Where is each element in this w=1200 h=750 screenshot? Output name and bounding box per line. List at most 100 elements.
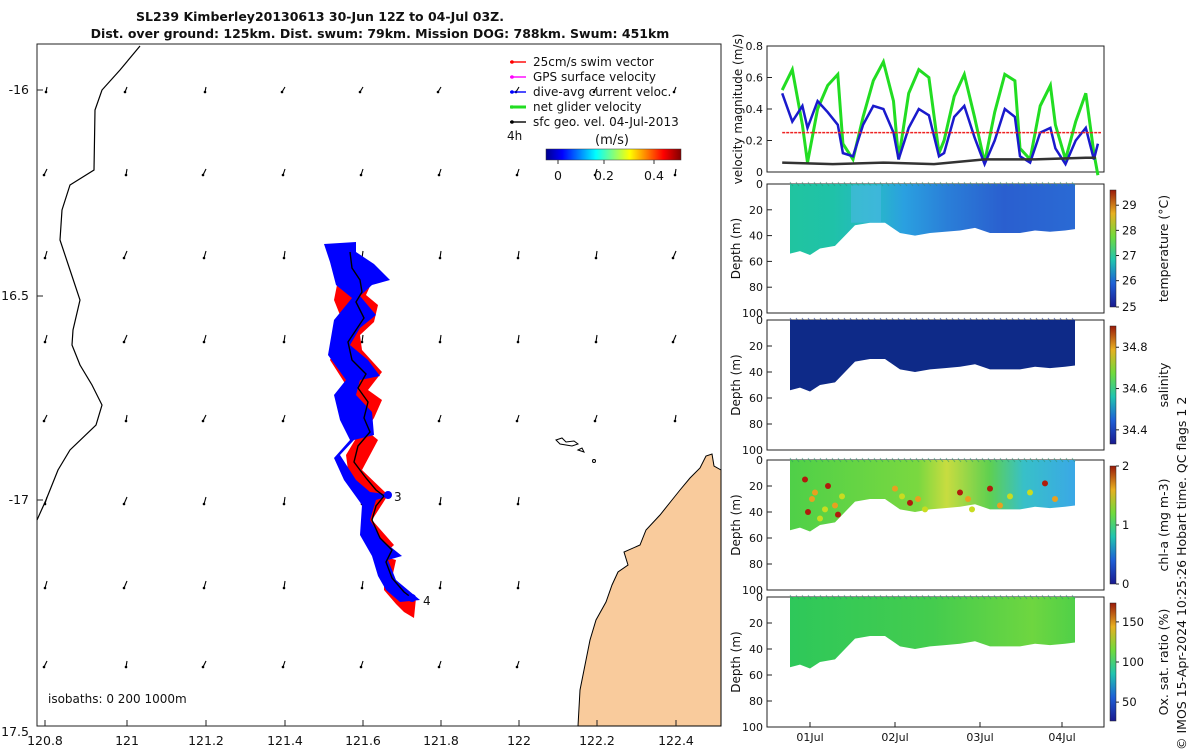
marker-dot-3 xyxy=(384,491,392,499)
map-x-tick-label: 121.2 xyxy=(188,733,224,748)
surface-velocity-arrowhead xyxy=(124,665,128,669)
surface-velocity-arrowhead xyxy=(360,340,364,344)
section-y-label: Depth (m) xyxy=(729,631,743,692)
section-y-tick-label: 80 xyxy=(749,418,763,431)
section-panel: 0 20 40 60 80 100 Depth (m) 25 26 27 28 29 temperatu… xyxy=(729,178,1171,320)
chl-high-dot xyxy=(822,506,828,513)
velocity-y-tick-label: 0 xyxy=(756,166,763,179)
legend-swatch-dot xyxy=(510,60,514,64)
surface-velocity-arrowhead xyxy=(673,419,677,423)
surface-velocity-arrowhead xyxy=(43,586,47,590)
surface-velocity-arrowhead xyxy=(281,665,285,669)
surface-velocity-arrowhead xyxy=(202,256,206,260)
island xyxy=(592,459,596,463)
surface-velocity-arrowhead xyxy=(123,90,127,94)
surface-velocity-arrowhead xyxy=(436,90,440,94)
dive-avg-current-swath xyxy=(324,242,420,602)
colorbar-main-tick-label: 0.2 xyxy=(594,168,614,183)
surface-velocity-arrowhead xyxy=(673,173,677,177)
surface-velocity-arrowhead xyxy=(515,419,519,423)
hours-label: 4h xyxy=(507,129,522,143)
surface-velocity-arrowhead xyxy=(202,340,206,344)
section-colorbar xyxy=(1109,189,1117,308)
date-tick-label: 01Jul xyxy=(796,731,823,744)
section-panel: 0 20 40 60 80 100 Depth (m) 50 100 150 Ox. sat. ra… xyxy=(729,591,1171,734)
section-colorbar-tick-label: 150 xyxy=(1122,615,1144,629)
section-y-tick-label: 0 xyxy=(756,591,763,604)
chl-high-dot xyxy=(987,485,993,492)
surface-velocity-arrowhead xyxy=(359,173,363,177)
map-x-axis: 120.8 121 121.2 121.4 121.6 121.8 122 122.2 122.… xyxy=(27,720,694,748)
section-colorbar-tick-label: 26 xyxy=(1122,274,1137,288)
legend-label: net glider velocity xyxy=(533,100,641,114)
velocity-series-line xyxy=(781,92,1100,168)
surface-velocity-arrowhead xyxy=(438,502,442,506)
surface-velocity-arrowhead xyxy=(282,256,286,260)
surface-velocity-arrowhead xyxy=(437,173,441,177)
surface-velocity-arrowhead xyxy=(516,256,520,260)
surface-velocity-arrowhead xyxy=(122,502,126,506)
map-y-tick-label: -16 xyxy=(9,82,29,97)
map-panel: 3 4 isobaths: 0 200 1000m 120.8 121 121.2 1… xyxy=(1,43,722,748)
section-y-tick-label: 80 xyxy=(749,558,763,571)
section-colorbar-tick-label: 25 xyxy=(1122,300,1137,314)
surface-velocity-arrowhead xyxy=(122,256,126,260)
title-line-1: SL239 Kimberley20130613 30-Jun 12Z to 04… xyxy=(136,9,504,24)
map-x-tick-label: 121.8 xyxy=(423,733,459,748)
section-data-body xyxy=(790,460,1075,532)
section-y-label: Depth (m) xyxy=(729,218,743,279)
velocity-y-tick-label: 0.2 xyxy=(746,135,764,148)
map-x-tick-label: 121.6 xyxy=(345,733,381,748)
colorbar-main-ticks: 0 0.2 0.4 xyxy=(554,160,664,183)
surface-velocity-arrowhead xyxy=(516,502,520,506)
surface-velocity-arrowhead xyxy=(202,586,206,590)
surface-velocity-arrowhead xyxy=(42,419,46,423)
section-colorbar xyxy=(1109,602,1117,722)
surface-velocity-arrowhead xyxy=(201,665,205,669)
surface-velocity-arrowhead xyxy=(593,419,597,423)
section-profile-edge xyxy=(789,181,1076,187)
section-colorbar xyxy=(1109,325,1117,445)
section-colorbar-tick-label: 27 xyxy=(1122,249,1137,263)
colorbar-main-label: (m/s) xyxy=(595,133,629,148)
surface-velocity-arrowhead xyxy=(359,665,363,669)
chl-high-dot xyxy=(835,511,841,518)
chl-high-dot xyxy=(892,485,898,492)
surface-velocity-arrowhead xyxy=(201,419,205,423)
section-y-tick-label: 40 xyxy=(749,643,763,656)
chl-high-dot xyxy=(1007,493,1013,500)
chl-high-dot xyxy=(997,502,1003,509)
surface-velocity-arrowhead xyxy=(280,90,284,94)
surface-velocity-arrowhead xyxy=(44,90,48,94)
section-y-tick-label: 80 xyxy=(749,281,763,294)
section-colorbar-tick-label: 2 xyxy=(1122,459,1129,473)
map-x-tick-label: 120.8 xyxy=(27,733,63,748)
date-tick-label: 03Jul xyxy=(966,731,993,744)
section-y-tick-label: 20 xyxy=(749,617,763,630)
map-y-tick-label: 16.5 xyxy=(1,288,29,303)
marker-dot-4 xyxy=(408,594,416,602)
surface-velocity-arrowhead xyxy=(201,173,205,177)
section-y-tick-label: 80 xyxy=(749,695,763,708)
chl-high-dot xyxy=(809,496,815,502)
surface-velocity-arrowhead xyxy=(42,173,46,177)
isobaths-caption: isobaths: 0 200 1000m xyxy=(48,692,187,706)
section-panel: 0 20 40 60 80 100 Depth (m) 34.4 34.6 34.8 salinit… xyxy=(729,314,1171,457)
chl-high-dot xyxy=(1027,489,1033,496)
temperature-warm-band xyxy=(851,185,881,223)
section-y-tick-label: 0 xyxy=(756,454,763,467)
surface-velocity-arrowhead xyxy=(594,256,598,260)
surface-velocity-arrowhead xyxy=(437,665,441,669)
section-colorbar-tick-label: 34.8 xyxy=(1122,340,1148,354)
section-y-tick-label: 60 xyxy=(749,669,763,682)
surface-velocity-arrowhead xyxy=(437,419,441,423)
chl-high-dot xyxy=(957,489,963,496)
legend-swatch-dot xyxy=(510,75,514,79)
velocity-y-tick-label: 0.6 xyxy=(746,72,764,85)
section-y-tick-label: 0 xyxy=(756,178,763,191)
section-y-tick-label: 0 xyxy=(756,314,763,327)
chl-high-dot xyxy=(969,506,975,513)
chl-high-dot xyxy=(907,499,913,506)
marker-label-4: 4 xyxy=(423,594,431,608)
surface-velocity-arrowhead xyxy=(360,586,364,590)
